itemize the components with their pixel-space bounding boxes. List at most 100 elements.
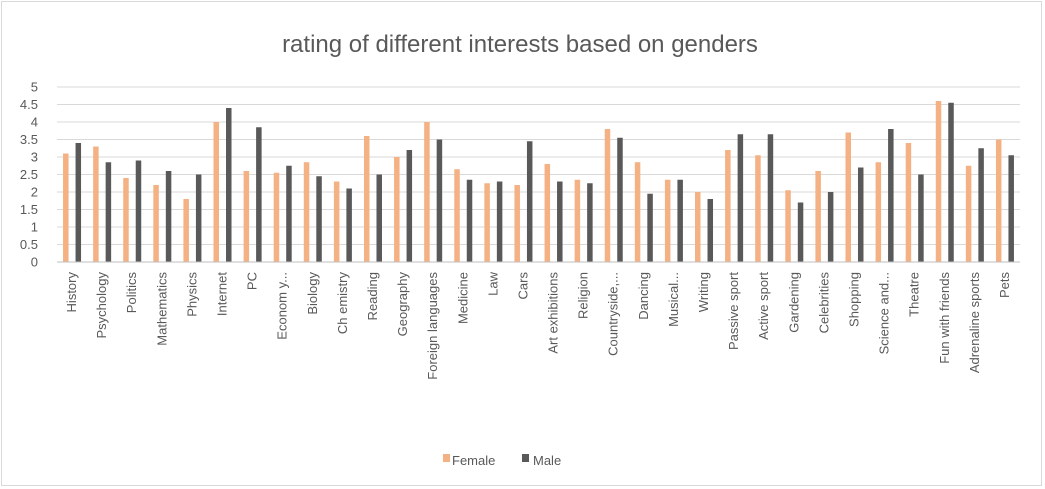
x-tick-label: Econom y... bbox=[275, 272, 290, 340]
bar-male bbox=[195, 174, 202, 262]
bar-female bbox=[634, 162, 641, 262]
y-tick-label: 3.5 bbox=[20, 132, 38, 147]
bar-male bbox=[376, 174, 382, 262]
x-tick-label: Geography bbox=[395, 272, 410, 337]
bar-male bbox=[617, 137, 623, 262]
x-tick-label: Adrenaline sports bbox=[967, 272, 982, 374]
y-tick-label: 1.5 bbox=[20, 202, 38, 217]
x-tick-label: Pets bbox=[997, 272, 1012, 299]
bar-female bbox=[213, 122, 220, 262]
bar-male bbox=[827, 192, 834, 262]
bar-female bbox=[785, 190, 791, 262]
x-tick-label: Writing bbox=[696, 272, 711, 312]
y-tick-label: 4.5 bbox=[20, 97, 38, 112]
bar-male bbox=[226, 108, 232, 262]
bar-male bbox=[406, 150, 413, 262]
x-tick-label: Active sport bbox=[756, 272, 771, 340]
x-tick-label: Medicine bbox=[455, 272, 470, 324]
bar-female bbox=[273, 172, 280, 262]
bar-male bbox=[316, 176, 322, 262]
y-tick-label: 0 bbox=[31, 255, 38, 270]
legend-label-male: Male bbox=[533, 453, 561, 468]
bar-male bbox=[256, 127, 262, 262]
bar-male bbox=[948, 102, 954, 262]
x-axis-labels: History Psychology Politics Mathematics Phys… bbox=[64, 271, 1012, 379]
x-tick-label: Musical... bbox=[666, 272, 681, 327]
bars bbox=[63, 101, 1014, 262]
x-tick-label: Foreign languages bbox=[425, 272, 440, 380]
bar-male bbox=[557, 181, 563, 262]
x-tick-label: Religion bbox=[576, 272, 591, 319]
x-tick-label: Dancing bbox=[636, 272, 651, 320]
gridlines bbox=[57, 86, 1020, 263]
x-tick-label: Physics bbox=[184, 272, 199, 317]
bar-male bbox=[857, 167, 864, 262]
bar-male bbox=[1008, 155, 1014, 262]
bar-male bbox=[797, 202, 804, 262]
x-tick-label: Passive sport bbox=[726, 272, 741, 350]
bar-female bbox=[664, 179, 671, 262]
bar-male bbox=[978, 148, 984, 262]
bar-female bbox=[63, 153, 69, 262]
bar-male bbox=[767, 134, 774, 262]
bar-female bbox=[243, 171, 250, 262]
bar-male bbox=[918, 174, 924, 262]
bar-female bbox=[604, 129, 611, 262]
chart-title: rating of different interests based on g… bbox=[282, 31, 758, 58]
bar-male bbox=[526, 141, 533, 262]
bar-male bbox=[466, 179, 473, 262]
legend-swatch-male bbox=[522, 454, 529, 462]
legend-label-female: Female bbox=[452, 453, 495, 468]
bar-male bbox=[888, 129, 894, 262]
x-tick-label: Internet bbox=[215, 272, 230, 316]
y-tick-label: 4 bbox=[31, 115, 38, 130]
y-tick-label: 2 bbox=[31, 185, 38, 200]
bar-female bbox=[394, 157, 400, 262]
bar-female bbox=[845, 132, 851, 262]
bar-male bbox=[677, 179, 683, 262]
bar-female bbox=[875, 162, 882, 262]
legend: Female Male bbox=[443, 453, 561, 468]
bar-female bbox=[965, 165, 972, 262]
x-tick-label: Law bbox=[485, 271, 500, 295]
y-tick-label: 3 bbox=[31, 150, 38, 165]
bar-female bbox=[725, 150, 731, 262]
legend-swatch-female bbox=[443, 454, 450, 462]
bar-female bbox=[544, 164, 551, 262]
bar-male bbox=[286, 165, 292, 262]
x-tick-label: Fun with friends bbox=[937, 272, 952, 364]
x-tick-label: Art exhibitions bbox=[546, 272, 561, 354]
bar-male bbox=[707, 199, 714, 262]
bar-female bbox=[755, 155, 761, 262]
x-tick-label: Shopping bbox=[846, 272, 861, 327]
bar-male bbox=[165, 171, 172, 262]
bar-male bbox=[105, 162, 112, 262]
x-tick-label: Gardening bbox=[786, 272, 801, 333]
bar-female bbox=[454, 169, 460, 262]
bar-male bbox=[75, 143, 82, 262]
bar-male bbox=[436, 139, 443, 262]
x-tick-label: Biology bbox=[305, 272, 320, 315]
bar-female bbox=[424, 122, 430, 262]
bar-male bbox=[587, 183, 593, 262]
bar-female bbox=[303, 162, 310, 262]
y-tick-label: 5 bbox=[31, 80, 38, 95]
bar-female bbox=[153, 185, 159, 262]
bar-female bbox=[514, 185, 520, 262]
y-axis-ticks: 0 0.5 1 1.5 2 2.5 3 3.5 4 4.5 5 bbox=[20, 80, 38, 270]
bar-female bbox=[995, 139, 1002, 262]
y-tick-label: 1 bbox=[31, 220, 38, 235]
bar-female bbox=[574, 179, 581, 262]
bar-female bbox=[363, 136, 370, 262]
bar-female bbox=[815, 171, 821, 262]
bar-male bbox=[496, 181, 503, 262]
bar-male bbox=[737, 134, 744, 262]
x-tick-label: History bbox=[64, 272, 79, 313]
bar-female bbox=[695, 192, 701, 262]
x-tick-label: PC bbox=[245, 272, 260, 290]
bar-female bbox=[123, 178, 129, 262]
bar-male bbox=[135, 160, 142, 262]
